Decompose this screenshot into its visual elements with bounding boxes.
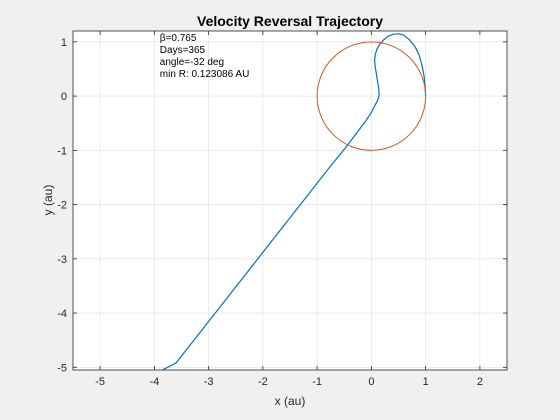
x-tick-label: -3 bbox=[204, 376, 214, 388]
x-tick-label: 1 bbox=[423, 376, 429, 388]
x-tick-label: 0 bbox=[368, 376, 374, 388]
plot-area bbox=[73, 31, 507, 370]
x-tick-label: -4 bbox=[149, 376, 159, 388]
y-tick-label: -2 bbox=[57, 200, 67, 212]
tick-labels: -5 -4 -3 -2 -1 0 1 2 -5 -4 -3 -2 -1 0 1 bbox=[57, 37, 483, 388]
ticks bbox=[73, 31, 507, 370]
annotation-line: angle=-32 deg bbox=[160, 57, 224, 68]
y-tick-label: -4 bbox=[57, 308, 67, 320]
annotation-line: min R: 0.123086 AU bbox=[160, 69, 250, 80]
series-layer bbox=[162, 33, 427, 370]
y-axis-label: y (au) bbox=[41, 185, 55, 216]
x-tick-label: 2 bbox=[477, 376, 483, 388]
y-tick-label: -1 bbox=[57, 145, 67, 157]
grid bbox=[73, 31, 507, 370]
x-axis-label: x (au) bbox=[275, 394, 306, 408]
y-tick-label: -3 bbox=[57, 254, 67, 266]
annotation-line: β=0.765 bbox=[160, 33, 197, 44]
y-tick-label: -5 bbox=[57, 362, 67, 374]
reference-circle bbox=[316, 41, 427, 151]
x-tick-label: -5 bbox=[95, 376, 105, 388]
x-tick-label: -2 bbox=[258, 376, 268, 388]
plot-frame bbox=[72, 30, 508, 371]
y-tick-label: 0 bbox=[61, 91, 67, 103]
chart-title: Velocity Reversal Trajectory bbox=[197, 13, 383, 29]
y-tick-label: 1 bbox=[61, 37, 67, 49]
x-tick-label: -1 bbox=[312, 376, 322, 388]
annotation-line: Days=365 bbox=[160, 45, 206, 56]
trajectory-line bbox=[162, 33, 427, 370]
